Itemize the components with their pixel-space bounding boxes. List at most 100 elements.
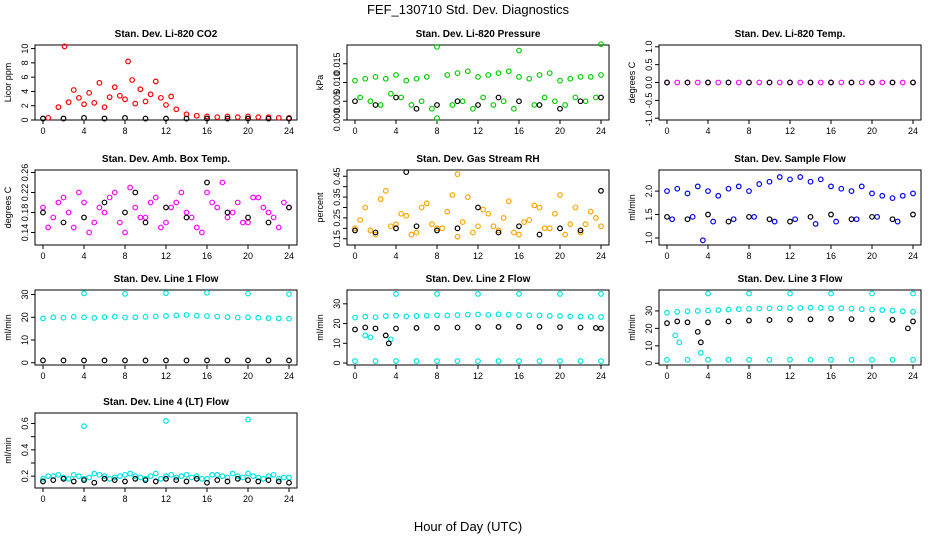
y-tick-label: 20: [332, 319, 342, 329]
data-point: [828, 316, 834, 322]
data-point: [797, 79, 804, 86]
data-point: [444, 312, 451, 319]
data-point: [377, 102, 384, 108]
y-axis-label: degrees C: [3, 186, 13, 228]
data-point: [413, 229, 420, 236]
series-1: [40, 289, 292, 322]
data-point: [286, 115, 292, 122]
y-tick-label: 0.35: [332, 188, 342, 206]
data-point: [372, 325, 379, 332]
data-point: [776, 305, 783, 312]
data-point: [485, 210, 492, 217]
data-point: [598, 187, 604, 194]
data-point: [869, 290, 875, 297]
data-point: [664, 213, 670, 220]
data-point: [526, 312, 533, 319]
y-tick-label: 30: [332, 299, 342, 309]
data-point: [838, 185, 845, 192]
y-tick-label: 10: [332, 338, 342, 348]
data-point: [475, 358, 481, 364]
data-point: [183, 115, 190, 122]
series-1: [40, 179, 292, 236]
data-point: [91, 219, 98, 226]
data-point: [699, 237, 706, 244]
y-axis-label: ml/min: [627, 194, 637, 221]
data-point: [715, 192, 722, 199]
data-point: [147, 199, 154, 206]
data-point: [879, 79, 886, 86]
data-point: [183, 357, 190, 364]
data-point: [50, 214, 57, 221]
data-point: [81, 290, 87, 297]
data-point: [286, 474, 292, 481]
data-point: [910, 290, 916, 297]
data-point: [367, 98, 374, 105]
data-point: [193, 312, 200, 319]
data-point: [116, 219, 123, 226]
data-point: [173, 199, 180, 206]
data-point: [382, 313, 389, 319]
y-tick-label: 30: [644, 306, 654, 316]
x-tick-label: 12: [161, 126, 171, 136]
y-axis-label: ml/min: [3, 314, 13, 341]
y-tick-label: 0.2: [20, 470, 30, 483]
x-tick-label: 20: [555, 251, 565, 261]
data-point: [725, 306, 732, 313]
data-point: [449, 192, 456, 198]
data-point: [536, 72, 543, 78]
x-tick-label: 12: [785, 126, 795, 136]
data-point: [475, 311, 481, 318]
data-point: [265, 477, 272, 484]
data-point: [869, 190, 875, 197]
y-tick-label: 0: [332, 361, 342, 366]
panel-title: Stan. Dev. Line 2 Flow: [426, 274, 531, 285]
plot-frame: [34, 289, 298, 366]
data-point: [178, 189, 185, 196]
data-point: [101, 473, 108, 480]
data-point: [86, 474, 93, 481]
data-point: [91, 99, 98, 106]
y-axis-label: kPa: [315, 75, 325, 91]
data-point: [495, 70, 502, 77]
data-point: [214, 114, 221, 121]
plot-frame: [346, 44, 610, 121]
data-point: [521, 219, 528, 225]
data-point: [869, 306, 875, 313]
data-point: [65, 99, 72, 106]
data-point: [751, 213, 758, 220]
data-point: [771, 218, 778, 225]
series-1: [352, 41, 604, 122]
data-point: [106, 94, 113, 101]
panel-10: Stan. Dev. Line 4 (LT) Flow ml/min 0 4 8 12 16…: [3, 397, 298, 504]
data-point: [828, 183, 834, 190]
data-point: [204, 189, 210, 196]
data-point: [234, 473, 241, 480]
data-point: [423, 73, 430, 80]
data-point: [526, 75, 533, 82]
data-point: [551, 98, 558, 105]
data-point: [536, 358, 543, 364]
data-point: [229, 470, 236, 477]
data-point: [899, 308, 906, 315]
data-point: [234, 314, 241, 321]
data-point: [101, 314, 108, 320]
data-point: [142, 313, 149, 320]
data-point: [531, 102, 538, 108]
data-point: [418, 98, 425, 105]
data-point: [393, 94, 399, 101]
panel-title: Stan. Dev. Gas Stream RH: [416, 154, 539, 165]
data-point: [60, 194, 67, 201]
data-point: [869, 213, 875, 220]
data-point: [516, 291, 522, 297]
y-tick-label: 4: [20, 89, 30, 94]
x-tick-label: 16: [514, 371, 524, 381]
data-point: [122, 229, 128, 236]
y-axis-label: Licor ppm: [3, 63, 13, 103]
plot-frame: [346, 289, 610, 366]
data-point: [403, 77, 410, 84]
data-point: [592, 324, 599, 331]
data-point: [224, 478, 231, 485]
panel-6: Stan. Dev. Sample Flow ml/min 0 4 8 12 16 20 24 1…: [627, 154, 922, 261]
data-point: [705, 211, 711, 218]
data-point: [101, 115, 108, 122]
